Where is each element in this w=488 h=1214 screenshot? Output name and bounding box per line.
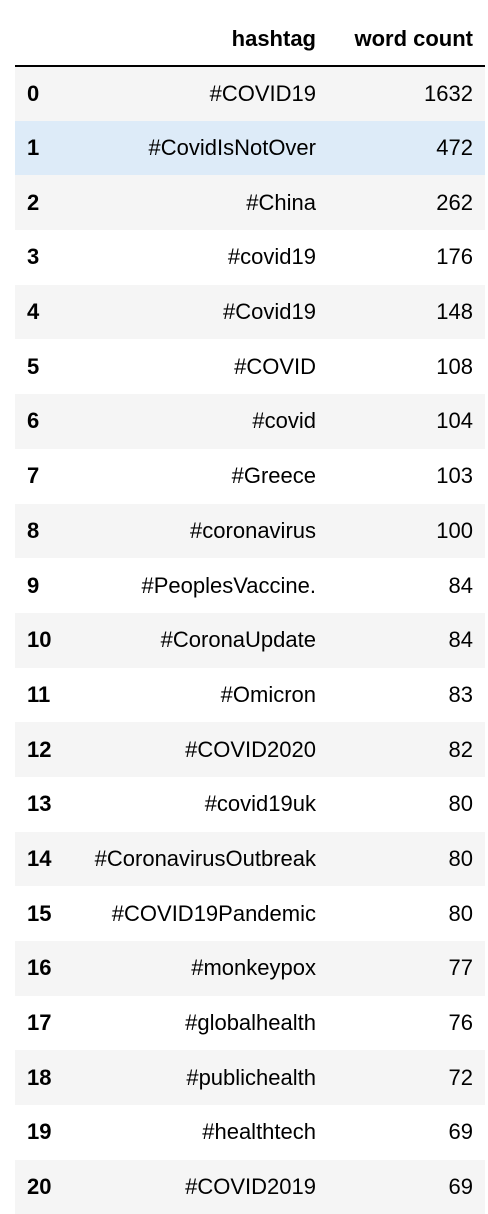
word-count-cell: 148	[436, 299, 473, 325]
table-header: hashtag word count	[15, 13, 485, 67]
row-index: 14	[27, 845, 52, 871]
row-index: 11	[27, 681, 51, 707]
word-count-cell: 69	[448, 1119, 473, 1145]
table-row: 0 #COVID19 1632	[15, 66, 485, 121]
row-index: 16	[27, 955, 52, 981]
index-header	[15, 13, 75, 67]
table-row: 17 #globalhealth 76	[15, 995, 485, 1051]
table-row: 2 #China 262	[15, 175, 485, 231]
table-row: 14 #CoronavirusOutbreak 80	[15, 831, 485, 887]
hashtag-cell: #China	[246, 189, 316, 215]
table-row: 10 #CoronaUpdate 84	[15, 612, 485, 668]
hashtag-cell: #PeoplesVaccine.	[141, 572, 317, 598]
table-row: 20 #COVID2019 69	[15, 1159, 485, 1214]
table-row: 4 #Covid19 148	[15, 284, 485, 340]
hashtag-cell: #CoronavirusOutbreak	[94, 845, 316, 871]
hashtag-cell: #covid19	[227, 244, 316, 270]
hashtag-cell: #COVID2020	[185, 736, 316, 762]
row-index: 0	[27, 80, 40, 106]
table-row: 13 #covid19uk 80	[15, 776, 485, 832]
word-count-cell: 69	[448, 1174, 473, 1200]
table-row: 9 #PeoplesVaccine. 84	[15, 558, 485, 613]
word-count-header: word count	[330, 13, 485, 67]
table-row: 1 #CovidIsNotOver 472	[15, 120, 485, 176]
word-count-cell: 80	[448, 900, 473, 926]
hashtag-cell: #globalhealth	[185, 1010, 316, 1036]
hashtag-cell: #Covid19	[223, 299, 316, 325]
row-index: 8	[27, 517, 40, 543]
row-index: 10	[27, 627, 52, 653]
table-row: 19 #healthtech 69	[15, 1105, 485, 1160]
word-count-cell: 76	[448, 1010, 473, 1036]
row-index: 9	[27, 572, 40, 598]
word-count-cell: 72	[448, 1064, 473, 1090]
table-row: 8 #coronavirus 100	[15, 503, 485, 559]
row-index: 18	[27, 1064, 52, 1090]
row-index: 3	[27, 244, 40, 270]
word-count-cell: 108	[436, 353, 473, 379]
table-row: 3 #covid19 176	[15, 230, 485, 285]
table-row: 5 #COVID 108	[15, 339, 485, 395]
table-row: 11 #Omicron 83	[15, 667, 485, 723]
row-index: 19	[27, 1119, 52, 1145]
row-index: 6	[27, 408, 40, 434]
word-count-cell: 80	[448, 845, 473, 871]
hashtag-cell: #COVID	[234, 353, 316, 379]
word-count-cell: 77	[448, 955, 473, 981]
hashtag-header: hashtag	[75, 13, 330, 67]
hashtag-cell: #covid	[252, 408, 316, 434]
table-row: 15 #COVID19Pandemic 80	[15, 886, 485, 941]
row-index: 15	[27, 900, 52, 926]
word-count-cell: 84	[448, 572, 473, 598]
word-count-cell: 84	[448, 627, 473, 653]
hashtag-cell: #COVID2019	[185, 1174, 316, 1200]
hashtag-table: hashtag word count 0 #COVID19 1632 1 #CovidI…	[15, 13, 485, 1214]
hashtag-cell: #CovidIsNotOver	[148, 135, 316, 161]
word-count-cell: 82	[448, 736, 473, 762]
word-count-cell: 80	[448, 791, 473, 817]
row-index: 2	[27, 189, 40, 215]
hashtag-cell: #COVID19	[209, 80, 316, 106]
word-count-cell: 100	[436, 517, 473, 543]
table-body: 0 #COVID19 1632 1 #CovidIsNotOver 472 2 #China 2…	[15, 66, 485, 1214]
table-row: 12 #COVID2020 82	[15, 722, 485, 777]
row-index: 20	[27, 1174, 52, 1200]
row-index: 5	[27, 353, 40, 379]
word-count-cell: 83	[448, 681, 473, 707]
table-row: 18 #publichealth 72	[15, 1050, 485, 1106]
row-index: 4	[27, 299, 40, 325]
hashtag-cell: #COVID19Pandemic	[111, 900, 316, 926]
word-count-cell: 472	[436, 135, 473, 161]
word-count-cell: 176	[436, 244, 473, 270]
table-row: 7 #Greece 103	[15, 448, 485, 504]
row-index: 17	[27, 1010, 52, 1036]
row-index: 1	[27, 135, 40, 161]
word-count-cell: 103	[436, 463, 473, 489]
table-row: 6 #covid 104	[15, 394, 485, 449]
row-index: 12	[27, 736, 52, 762]
word-count-cell: 1632	[424, 80, 473, 106]
hashtag-cell: #CoronaUpdate	[160, 627, 316, 653]
hashtag-cell: #covid19uk	[204, 791, 316, 817]
header-row: hashtag word count	[15, 13, 485, 67]
table-row: 16 #monkeypox 77	[15, 941, 485, 996]
hashtag-cell: #healthtech	[202, 1119, 316, 1145]
hashtag-cell: #Greece	[231, 463, 316, 489]
word-count-cell: 262	[436, 189, 473, 215]
hashtag-cell: #Omicron	[220, 681, 316, 707]
row-index: 7	[27, 463, 40, 489]
hashtag-cell: #publichealth	[186, 1064, 316, 1090]
hashtag-cell: #monkeypox	[191, 955, 316, 981]
row-index: 13	[27, 791, 52, 817]
word-count-cell: 104	[436, 408, 473, 434]
hashtag-cell: #coronavirus	[190, 517, 316, 543]
